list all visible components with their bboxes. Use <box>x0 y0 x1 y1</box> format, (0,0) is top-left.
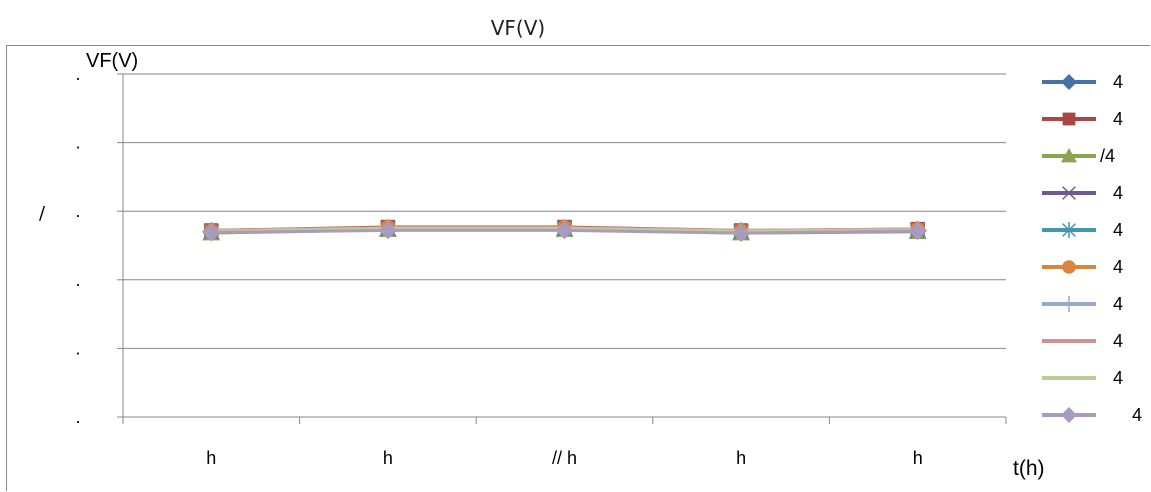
y-tick-label: . <box>75 133 80 153</box>
legend-item: 4 <box>1040 288 1150 324</box>
legend-marker <box>1061 407 1077 423</box>
axes <box>117 73 1007 424</box>
legend-marker <box>1061 148 1077 163</box>
legend-marker <box>1061 74 1077 90</box>
legend-item: 4 <box>1040 103 1150 139</box>
legend-marker <box>1062 260 1076 274</box>
legend-label: 4 <box>1113 294 1124 314</box>
legend-item: 4 <box>1040 325 1150 361</box>
legend-swatch <box>1042 296 1096 312</box>
legend-marker <box>1062 186 1076 200</box>
legend-item: 4 <box>1040 362 1150 398</box>
legend-marker <box>1062 222 1076 238</box>
legend-item: 4 <box>1040 251 1150 287</box>
y-tick-label: . <box>75 270 80 290</box>
legend-label: 4 <box>1113 368 1124 388</box>
legend-swatch <box>1042 74 1096 90</box>
data-point <box>202 223 221 242</box>
legend-swatch <box>1042 148 1096 163</box>
y-axis-title: VF(V) <box>86 50 138 72</box>
y-side-mark: / <box>39 203 46 224</box>
y-tick-label: . <box>75 201 80 221</box>
x-tick-label: h <box>206 448 216 468</box>
legend-item: 4 <box>1040 66 1150 102</box>
series-9 <box>202 221 927 243</box>
legend-label: /4 <box>1100 146 1116 166</box>
chart-title: VF(V) <box>490 16 546 40</box>
x-axis-title: t(h) <box>1013 457 1045 480</box>
data-point <box>378 221 397 240</box>
legend-label: 4 <box>1113 257 1124 277</box>
data-point <box>732 224 751 243</box>
data-point <box>555 221 574 240</box>
legend-label: 4 <box>1113 331 1124 351</box>
legend-swatch <box>1042 186 1096 200</box>
legend-swatch <box>1042 339 1096 343</box>
y-tick-label: . <box>75 407 80 427</box>
axis-labels: ...... h h // h h h VF(V) t(h) / <box>39 50 1045 480</box>
y-tick-label: . <box>75 64 80 84</box>
legend-item: 4 <box>1040 214 1150 250</box>
y-tick-label: . <box>75 338 80 358</box>
legend-label: 4 <box>1113 220 1124 240</box>
gridlines <box>123 73 1006 349</box>
legend-label: 4 <box>1113 183 1124 203</box>
legend-item: 4 <box>1040 399 1150 435</box>
legend-swatch <box>1042 407 1096 423</box>
x-tick-label: // h <box>552 448 577 468</box>
legend-marker <box>1061 296 1077 312</box>
legend-swatch <box>1042 376 1096 380</box>
legend-label: 4 <box>1113 109 1124 129</box>
legend-item: /4 <box>1040 140 1150 176</box>
chart-frame <box>6 45 1150 491</box>
series-lines <box>202 219 927 243</box>
legend-marker <box>1062 112 1076 126</box>
data-point <box>908 222 927 241</box>
legend-swatch <box>1042 260 1096 274</box>
legend-label: 4 <box>1113 72 1124 92</box>
x-tick-label: h <box>736 448 746 468</box>
legend-swatch <box>1042 222 1096 238</box>
x-tick-label: h <box>383 448 393 468</box>
legend-label: 4 <box>1132 405 1143 425</box>
legend-swatch <box>1042 112 1096 126</box>
legend-item: 4 <box>1040 177 1150 213</box>
x-tick-label: h <box>913 448 923 468</box>
